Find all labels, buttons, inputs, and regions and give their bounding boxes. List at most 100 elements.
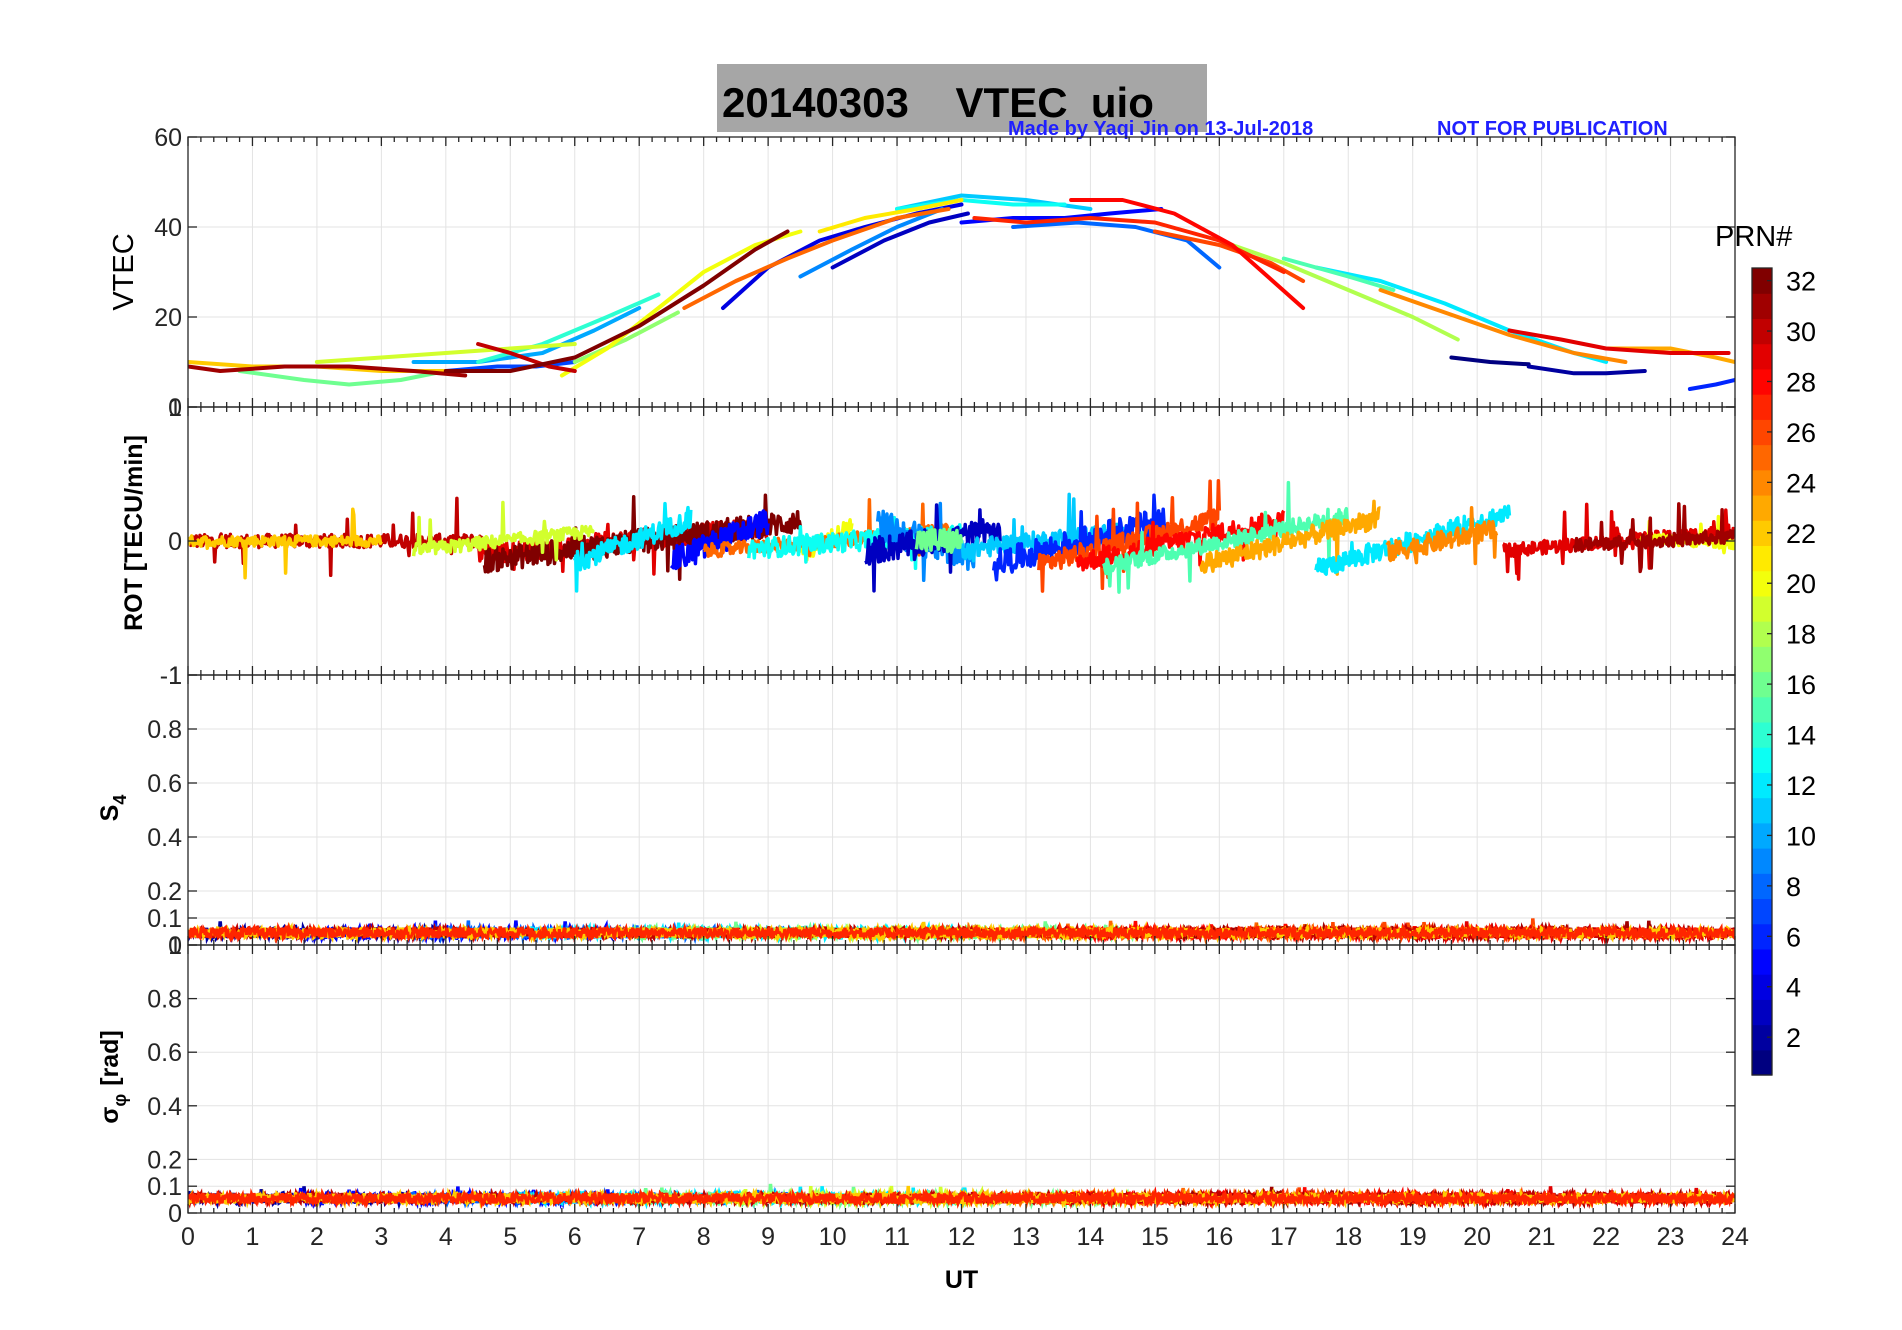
x-tick-label: 16 [1205,1223,1233,1251]
y-tick-label: 20 [154,304,182,332]
series-line-prn-8 [1011,220,1222,270]
y-ticks: -101 [160,394,1735,690]
x-tick-label: 21 [1528,1223,1556,1251]
series-line-prn-9 [798,207,945,279]
colorbar-tick-label: 18 [1786,620,1816,650]
y-axis-label: VTEC [108,233,140,310]
colorbar-cell [1752,419,1772,446]
x-tick-label: 13 [1012,1223,1040,1251]
index-trace-prn-27 [188,1187,1735,1210]
y-tick-label: 0.1 [147,905,182,933]
grid [187,944,1736,1214]
series-line-prn-1 [1449,355,1531,367]
x-tick-label: 9 [761,1223,775,1251]
colorbar-cell [1752,721,1772,748]
rot-track-prn-22 [188,507,383,580]
colorbar-tick-label: 4 [1786,973,1801,1003]
colorbar-cell [1752,671,1772,698]
grid [187,136,1736,408]
x-tick-label: 2 [310,1223,324,1251]
colorbar-cell [1752,621,1772,647]
y-tick-label: 1 [168,932,182,960]
colorbar-scale [1751,267,1773,1076]
rot-track-prn-12 [573,501,693,593]
x-tick-label: 3 [374,1223,388,1251]
colorbar-cell [1752,318,1772,345]
series-line-prn-18 [1217,238,1460,342]
colorbar-cell [1752,646,1772,673]
colorbar-cell [1752,570,1772,597]
y-tick-label: 0 [168,394,182,422]
colorbar-cell [1752,696,1772,723]
colorbar-cell [1752,444,1772,471]
credit-text: Made by Yaqi Jin on 13-Jul-2018 [1008,118,1313,140]
colorbar-tick-label: 8 [1786,872,1801,902]
rot-track-prn-24 [1385,506,1499,566]
y-axis-label-sub: 4 [110,795,130,805]
colorbar-cell [1752,394,1772,420]
x-tick-label: 4 [439,1223,453,1251]
colorbar-cell [1752,923,1772,950]
y-tick-label: 0.2 [147,1146,182,1174]
series-line-prn-15 [1281,256,1396,292]
series-line-prn-20 [559,229,803,378]
y-tick-label: 1 [168,662,182,690]
x-tick-label: 11 [884,1223,910,1251]
x-tick-label: 12 [948,1223,976,1251]
colorbar-tick-label: 20 [1786,569,1816,599]
y-axis-label: ROT [TECU/min] [120,435,148,631]
x-ticks [187,675,1736,945]
x-tick-label: 8 [697,1223,711,1251]
colorbar-cell [1752,595,1772,622]
y-ticks: 00.10.20.40.60.81 [147,932,1735,1228]
x-ticks [187,137,1736,407]
colorbar-cell [1752,974,1772,1000]
colorbar-cell [1752,268,1772,294]
series-line-prn-25 [682,207,951,310]
colorbar-tick-label: 26 [1786,418,1816,448]
rot-track-prn-16 [914,527,964,554]
y-axis-label: σφ [rad] [96,1030,130,1124]
colorbar-tick-label: 14 [1786,721,1816,751]
colorbar-cell [1752,520,1772,547]
colorbar-cell [1752,293,1772,320]
colorbar-cell [1752,1024,1772,1051]
colorbar-cell [1752,822,1772,849]
y-tick-label: 0 [168,528,182,556]
colorbar-tick-label: 22 [1786,519,1816,549]
y-tick-label: -1 [160,662,182,690]
x-tick-label: 6 [568,1223,582,1251]
colorbar-cell [1752,469,1772,496]
y-ticks: 00.10.20.40.60.81 [147,662,1735,960]
colorbar-tick-label: 30 [1786,317,1816,347]
chart-title: 20140303 VTEC uio [722,79,1154,126]
x-tick-label: 18 [1334,1223,1362,1251]
vtec-panel: 0 20 40 60 VTEC [108,124,1736,422]
x-tick-label: 20 [1463,1223,1491,1251]
colorbar-cell [1752,343,1772,370]
series-line-prn-29 [1507,328,1731,355]
x-axis-label: UT [945,1266,978,1294]
y-tick-label: 0.6 [147,1039,182,1067]
y-tick-label: 1 [168,394,182,422]
x-tick-label: 5 [503,1223,517,1251]
x-tick-label: 14 [1077,1223,1105,1251]
y-axis-label-sub: φ [110,1094,130,1107]
x-tick-label: 7 [632,1223,646,1251]
rot-track-prn-19 [411,500,595,562]
colorbar-tick-label: 6 [1786,922,1801,952]
y-tick-label: 60 [154,124,182,152]
colorbar-tick-label: 24 [1786,468,1816,498]
x-tick-label: 24 [1721,1223,1749,1251]
x-ticks [187,945,1736,1213]
series-group [188,193,1735,391]
colorbar-tick-label: 16 [1786,670,1816,700]
y-tick-label: 0 [168,1200,182,1228]
rot-track-prn-23 [1199,499,1382,576]
colorbar-cell [1752,772,1772,799]
